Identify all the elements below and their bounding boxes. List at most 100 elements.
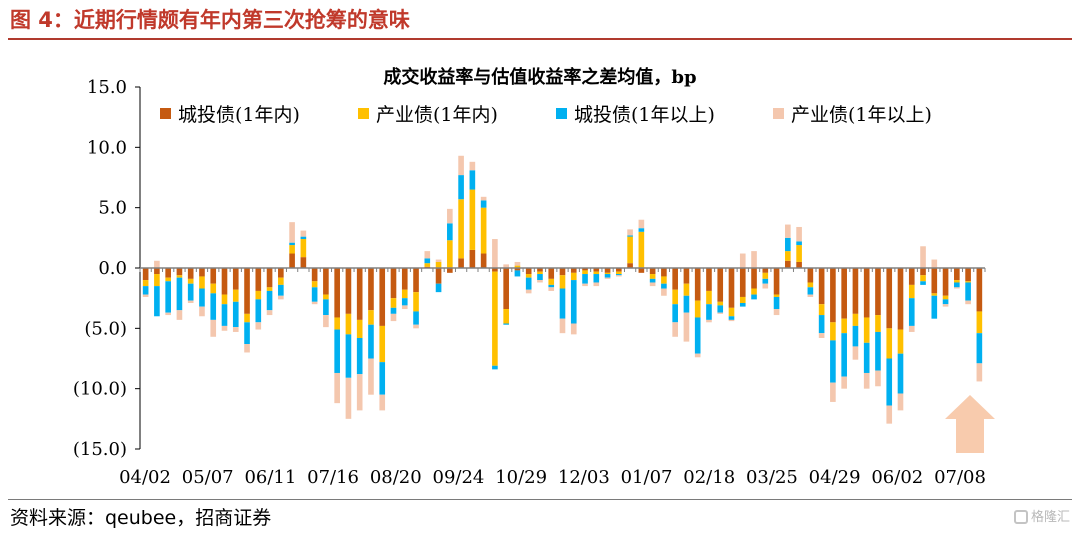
- bar-segment-1: [176, 268, 183, 276]
- y-tick-label: 15.0: [87, 77, 127, 98]
- x-tick-label: 07/16: [307, 467, 359, 488]
- bar-segment-3: [739, 302, 746, 307]
- bar-segment-2: [199, 276, 205, 289]
- bar-segment-3: [570, 280, 577, 324]
- bar-segment-4: [683, 312, 690, 342]
- bar-segment-3: [616, 274, 622, 276]
- bar-segment-2: [232, 289, 239, 302]
- bar-segment-2: [638, 231, 645, 268]
- bar-segment-3: [728, 316, 735, 320]
- bar-segment-2: [841, 318, 847, 334]
- bar-segment-1: [863, 268, 870, 318]
- legend: 城投债(1年内) 产业债(1年内) 城投债(1年以上) 产业债(1年以上): [160, 104, 932, 126]
- bar-segment-1: [661, 268, 667, 277]
- bar-segment-2: [537, 271, 543, 275]
- bar-segment-2: [796, 245, 802, 262]
- x-tick-label: 01/07: [621, 467, 673, 488]
- bar-segment-4: [751, 251, 757, 268]
- bar-segment-2: [221, 294, 228, 305]
- bar-segment-1: [570, 268, 577, 273]
- bar-segment-3: [762, 278, 769, 284]
- bar-segment-3: [818, 315, 825, 334]
- bar-segment-4: [165, 312, 171, 316]
- bar-segment-3: [142, 286, 149, 295]
- bar-segment-1: [311, 268, 318, 282]
- bar-segment-4: [154, 260, 160, 268]
- bar-segment-4: [582, 283, 588, 287]
- bar-segment-1: [266, 268, 273, 288]
- bar-segment-4: [548, 287, 555, 291]
- chart-title: 成交收益率与估值收益率之差均值，bp: [383, 66, 696, 88]
- bar-segment-3: [311, 287, 318, 302]
- bar-segment-4: [942, 304, 949, 307]
- bar-segment-3: [897, 353, 904, 394]
- bar-segment-1: [413, 268, 419, 293]
- bar-segment-2: [311, 281, 318, 288]
- bar-segment-1: [255, 268, 262, 291]
- bar-segment-4: [323, 315, 329, 328]
- y-tick-label: (15.0): [73, 439, 127, 460]
- bar-segment-4: [818, 333, 825, 338]
- bar-segment-1: [390, 268, 397, 299]
- x-axis: 04/02 05/07 06/11 07/16 08/20 09/24 10/29 12/03…: [119, 267, 986, 488]
- bar-segment-2: [818, 304, 825, 316]
- bar-segment-4: [379, 394, 386, 411]
- bar-segment-2: [210, 283, 217, 294]
- bar-segment-4: [739, 253, 746, 268]
- bar-segment-4: [694, 353, 701, 358]
- bar-segment-4: [661, 288, 667, 296]
- bar-segment-4: [435, 259, 442, 262]
- bar-segment-2: [807, 282, 814, 288]
- bar-segment-3: [773, 296, 780, 310]
- bar-segment-1: [728, 268, 735, 308]
- bar-segment-2: [514, 265, 521, 268]
- bar-segment-4: [210, 319, 217, 337]
- legend-label: 产业债(1年内): [376, 104, 498, 126]
- x-tick-label: 03/25: [746, 467, 798, 488]
- bar-segment-4: [334, 372, 340, 404]
- bar-segment-1: [345, 268, 352, 314]
- bar-segment-1: [368, 268, 374, 311]
- bar-segment-4: [221, 325, 228, 331]
- bar-segment-2: [942, 295, 949, 300]
- bar-segment-2: [863, 317, 870, 343]
- bar-segment-1: [920, 268, 926, 276]
- bar-segment-3: [717, 305, 724, 313]
- bar-segment-2: [413, 292, 419, 312]
- bar-segment-3: [537, 274, 543, 281]
- bar-segment-4: [232, 327, 239, 332]
- bar-segment-3: [931, 295, 938, 319]
- bar-segment-1: [199, 268, 205, 277]
- bar-segment-1: [447, 268, 453, 273]
- bar-segment-1: [694, 268, 701, 301]
- bar-segment-3: [920, 281, 926, 285]
- bar-segment-3: [593, 274, 600, 283]
- bar-segment-3: [447, 223, 453, 241]
- bar-segment-3: [334, 329, 340, 373]
- bar-segment-1: [334, 268, 340, 318]
- bar-segment-3: [942, 299, 949, 305]
- bar-segment-2: [570, 272, 577, 281]
- bar-segment-3: [886, 358, 893, 406]
- bar-segment-2: [142, 280, 149, 287]
- bar-segment-4: [368, 358, 374, 395]
- bar-segment-4: [311, 301, 318, 305]
- bar-segment-4: [255, 322, 262, 330]
- bar-segment-1: [210, 268, 217, 284]
- bar-segment-2: [965, 281, 971, 283]
- bar-segment-4: [570, 323, 577, 335]
- bar-segment-4: [638, 219, 645, 229]
- bar-segment-4: [965, 300, 971, 305]
- bar-segment-3: [210, 293, 217, 320]
- bar-segment-1: [582, 268, 588, 271]
- bar-segment-3: [863, 342, 870, 373]
- y-axis: 15.0 10.0 5.0 0.0 (5.0) (10.0) (15.0): [73, 77, 141, 460]
- bar-segment-3: [368, 324, 374, 359]
- x-tick-label: 06/11: [244, 467, 296, 488]
- bar-segment-4: [706, 319, 712, 323]
- bar-segment-4: [187, 300, 194, 303]
- bar-segment-1: [841, 268, 847, 319]
- bar-segment-4: [908, 325, 915, 332]
- bar-segment-2: [976, 311, 983, 334]
- bar-segment-2: [255, 290, 262, 300]
